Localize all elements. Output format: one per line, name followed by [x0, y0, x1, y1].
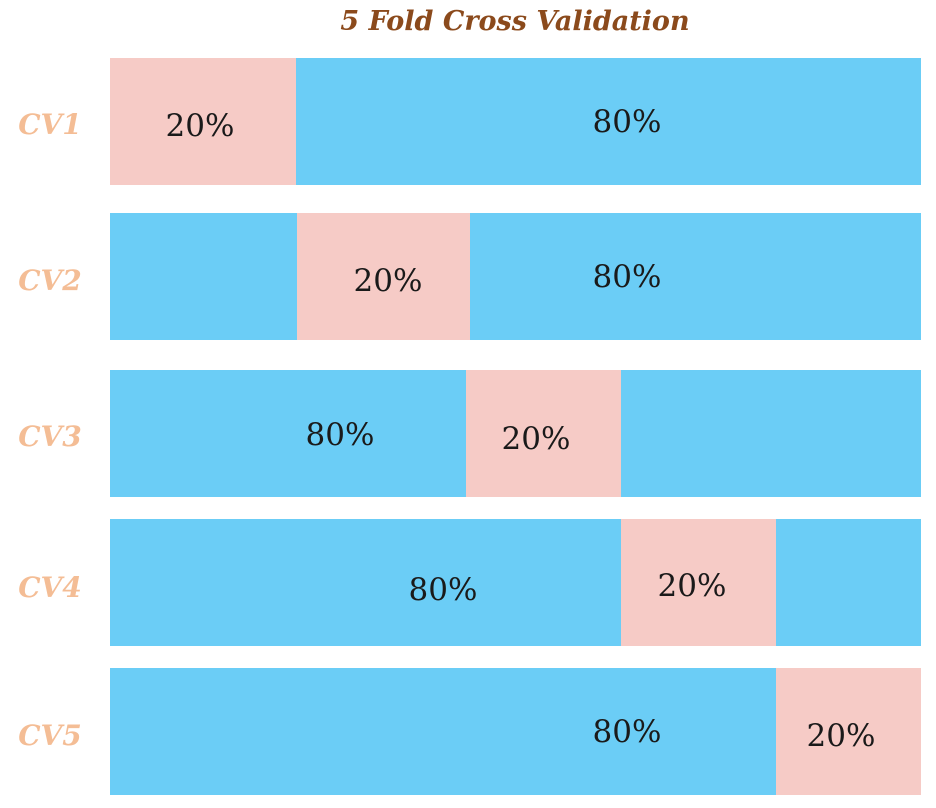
- row-label-cv2: CV2: [18, 264, 82, 297]
- row-label-cv3: CV3: [18, 420, 82, 453]
- cv1-bar: 20% 80%: [110, 58, 921, 185]
- cv1-test-segment: [110, 58, 296, 185]
- cv3-test-segment: [466, 370, 621, 497]
- row-label-cv5: CV5: [18, 719, 82, 752]
- cv3-bar: 20% 80%: [110, 370, 921, 497]
- diagram-title: 5 Fold Cross Validation: [340, 6, 690, 37]
- cv1-test-label: 20%: [165, 108, 235, 144]
- cv5-test-label: 20%: [806, 718, 876, 754]
- cv4-test-segment: [621, 519, 776, 646]
- cv5-bar: 20% 80%: [110, 668, 921, 795]
- cv4-test-label: 20%: [657, 568, 727, 604]
- cv4-bar: 20% 80%: [110, 519, 921, 646]
- cv2-test-label: 20%: [353, 263, 423, 299]
- row-label-cv1: CV1: [18, 108, 82, 141]
- cv4-train-label: 80%: [408, 572, 478, 608]
- cv3-train-label: 80%: [305, 417, 375, 453]
- cv5-test-segment: [776, 668, 921, 795]
- cv2-train-label: 80%: [592, 259, 662, 295]
- cv2-test-segment: [297, 213, 470, 340]
- cv3-test-label: 20%: [501, 421, 571, 457]
- cv5-train-label: 80%: [592, 714, 662, 750]
- cv2-bar: 20% 80%: [110, 213, 921, 340]
- cv1-train-label: 80%: [592, 104, 662, 140]
- row-label-cv4: CV4: [18, 571, 82, 604]
